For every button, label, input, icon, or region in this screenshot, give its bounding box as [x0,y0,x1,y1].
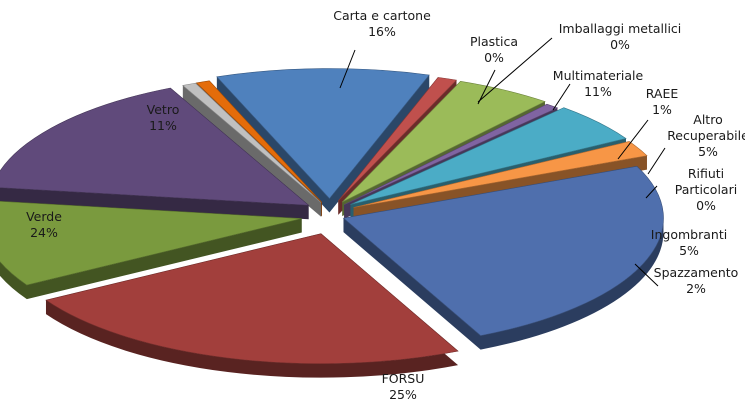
data-label-value: 0% [484,50,504,65]
data-label-value: 16% [368,24,396,39]
data-label-value: 0% [610,37,630,52]
data-label-raee: RAEE 1% [646,86,679,117]
data-label-category: Spazzamento [654,265,739,280]
pie-slice-plastica [195,80,323,203]
data-label-value: 5% [679,243,699,258]
data-label-category: Recuperabile [667,128,745,143]
data-label-forsu: FORSU 25% [382,371,425,402]
leader-line-altro-recuperabile [647,147,666,175]
data-label-category: Imballaggi metallici [559,21,682,36]
data-label-value: 24% [30,225,58,240]
data-label-value: 2% [686,281,706,296]
pie-slice-vetro [0,201,302,286]
leader-line-rifiuti-particolari [645,185,658,199]
pie-slice-verde [45,233,459,364]
leader-line-imballaggi-metallici [477,37,553,103]
data-label-spazzamento: Spazzamento 2% [654,265,739,296]
data-label-category: Ingombranti [651,227,727,242]
pie-slice-spazzamento [353,141,648,208]
pie-slice-rifiuti-particolari [343,103,559,206]
leader-line-spazzamento [634,263,659,287]
data-label-value: 25% [389,387,417,402]
data-label-value: 0% [696,198,716,213]
pie-slice-altro-recuperabile [341,80,546,203]
pie-slice-forsu [342,166,664,336]
data-label-category: Carta e cartone [333,8,431,23]
leader-line-plastica [477,69,496,105]
pie-slice-side-ingombranti [350,107,626,219]
data-label-category: FORSU [382,371,425,386]
data-label-value: 11% [149,118,177,133]
data-label-category: Verde [26,209,62,224]
pie-slice-carta-e-cartone [0,87,310,206]
pie-slice-side-imballaggi-metallici [182,83,322,217]
data-label-carta-e-cartone: Carta e cartone 16% [333,8,431,39]
leader-line-carta-e-cartone [339,49,356,89]
leader-line-raee [617,119,649,160]
data-label-verde: Verde 24% [26,209,62,240]
data-label-plastica: Plastica 0% [470,34,518,65]
data-label-altro-recuperabile: Altro Recuperabile 5% [667,112,745,159]
data-label-category: Altro [693,112,722,127]
data-label-value: 1% [652,102,672,117]
pie-slice-multimateriale [216,68,430,199]
data-label-value: 5% [698,144,718,159]
data-label-category: Multimateriale [553,68,644,83]
data-label-category: Rifiuti [688,166,724,181]
data-label-category: RAEE [646,86,679,101]
data-label-value: 11% [584,84,612,99]
pie-slice-raee [337,77,458,202]
data-label-category: Plastica [470,34,518,49]
leader-line-multimateriale [552,83,571,111]
pie-slice-imballaggi-metallici [182,82,322,203]
data-label-category: Vetro [147,102,180,117]
pie-slice-ingombranti [350,107,627,205]
data-label-rifiuti-particolari: Rifiuti Particolari 0% [675,166,737,213]
data-label-imballaggi-metallici: Imballaggi metallici 0% [559,21,682,52]
data-label-category: Particolari [675,182,737,197]
data-label-vetro: Vetro 11% [147,102,180,133]
data-label-ingombranti: Ingombranti 5% [651,227,727,258]
data-label-multimateriale: Multimateriale 11% [553,68,644,99]
